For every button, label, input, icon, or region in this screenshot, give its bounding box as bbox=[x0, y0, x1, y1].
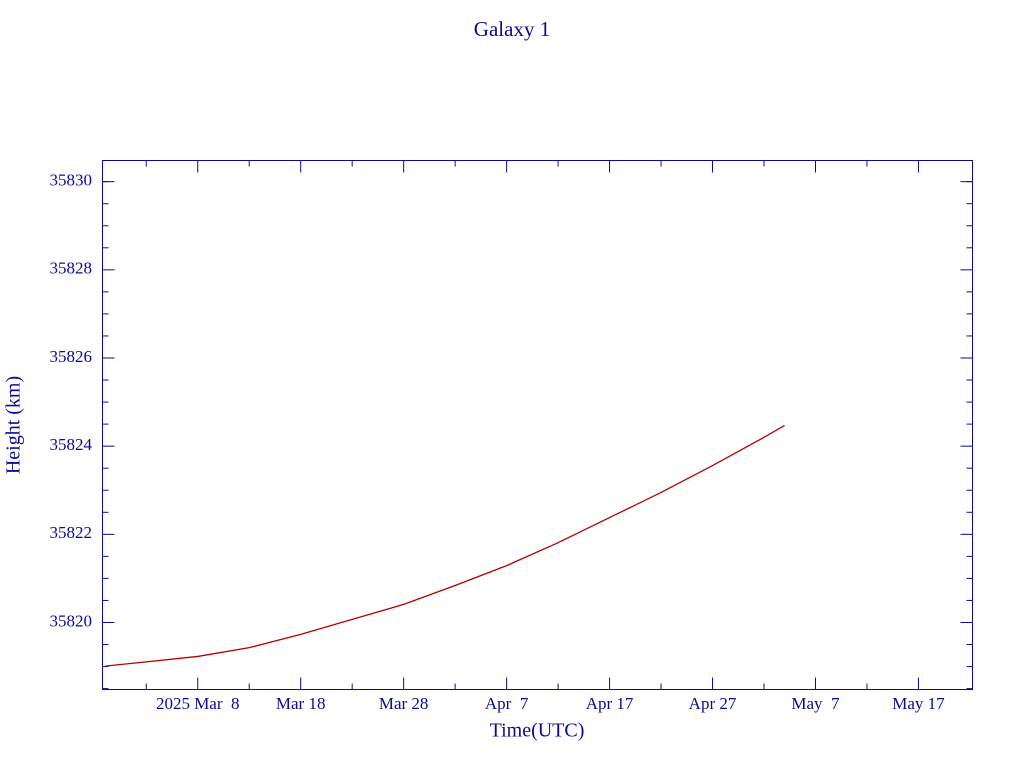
y-tick-label: 35824 bbox=[50, 435, 93, 454]
y-axis-label: Height (km) bbox=[3, 376, 25, 474]
data-line bbox=[105, 424, 785, 667]
x-tick-label: May 7 bbox=[791, 694, 840, 713]
x-axis-label: Time(UTC) bbox=[490, 720, 585, 742]
y-tick-label: 35822 bbox=[50, 523, 93, 542]
plot-frame bbox=[102, 160, 973, 690]
x-tick-label: Mar 28 bbox=[379, 694, 429, 713]
y-tick-label: 35820 bbox=[50, 611, 93, 630]
y-tick-label: 35826 bbox=[50, 347, 93, 366]
chart-title: Galaxy 1 bbox=[474, 17, 550, 41]
y-tick-label: 35828 bbox=[50, 259, 93, 278]
x-tick-label: May 17 bbox=[892, 694, 945, 713]
x-tick-label: Apr 17 bbox=[586, 694, 634, 713]
x-tick-label: 2025 Mar 8 bbox=[156, 694, 240, 713]
y-tick-label: 35830 bbox=[50, 171, 93, 190]
x-tick-label: Mar 18 bbox=[276, 694, 326, 713]
x-tick-label: Apr 7 bbox=[485, 694, 529, 713]
x-tick-label: Apr 27 bbox=[689, 694, 737, 713]
